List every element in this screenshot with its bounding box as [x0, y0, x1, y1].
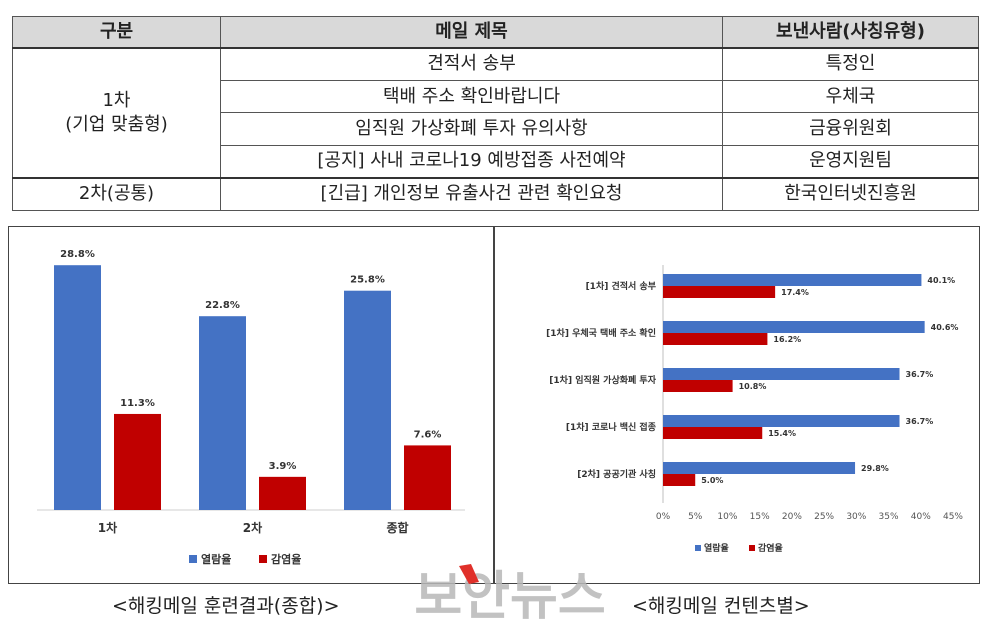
x-tick-label: 45%	[943, 512, 963, 522]
data-label: 3.9%	[269, 461, 297, 472]
bar-open-rate	[663, 274, 922, 286]
sender-cell: 우체국	[722, 80, 979, 114]
category-label: [1차] 견적서 송부	[586, 280, 656, 292]
x-tick-label: 0%	[656, 512, 671, 522]
mail-title-cell: 임직원 가상화폐 투자 유의사항	[220, 112, 723, 146]
bar-open-rate	[199, 316, 246, 510]
category-label: [2차] 공공기관 사칭	[577, 468, 656, 480]
data-label: 25.8%	[350, 275, 385, 286]
category-label: 2차	[243, 520, 262, 535]
sender-cell: 운영지원팀	[722, 144, 979, 179]
header-sender: 보낸사람(사칭유형)	[722, 16, 979, 49]
bar-open-rate	[663, 415, 900, 427]
bar-infection-rate	[404, 445, 451, 510]
group-1-label: 1차 (기업 맞춤형)	[12, 47, 221, 179]
x-tick-label: 15%	[750, 512, 770, 522]
table-row: 택배 주소 확인바랍니다 우체국	[13, 80, 979, 114]
data-label: 16.2%	[773, 335, 801, 344]
category-label: [1차] 코로나 백신 접종	[566, 421, 656, 433]
data-label: 28.8%	[60, 249, 95, 260]
bar-infection-rate	[663, 474, 696, 486]
data-label: 40.1%	[927, 276, 955, 285]
mail-title-cell: [공지] 사내 코로나19 예방접종 사전예약	[220, 144, 723, 179]
group-1-label-line1: 1차	[102, 89, 131, 111]
header-category: 구분	[12, 16, 221, 49]
data-label: 29.8%	[861, 464, 889, 473]
bar-infection-rate	[663, 286, 776, 298]
sender-cell: 특정인	[722, 47, 979, 82]
bar-open-rate	[663, 462, 856, 474]
data-label: 36.7%	[906, 417, 934, 426]
bar-infection-rate	[663, 333, 768, 345]
legend-swatch	[189, 555, 197, 563]
category-label: [1차] 임직원 가상화폐 투자	[549, 374, 656, 386]
sender-cell: 한국인터넷진흥원	[722, 176, 979, 211]
content-chart-panel: 40.1% 17.4% [1차] 견적서 송부 40.6% 16.2% [1차] 우체국 …	[494, 226, 980, 584]
caption-contents: <해킹메일 컨텐츠별>	[632, 595, 810, 617]
data-label: 11.3%	[120, 398, 155, 409]
bar-infection-rate	[114, 413, 161, 510]
legend-label: 열람율	[201, 553, 231, 566]
x-tick-label: 40%	[911, 512, 931, 522]
table-row: 임직원 가상화폐 투자 유의사항 금융위원회	[13, 112, 979, 146]
watermark-accent-mark	[459, 564, 479, 584]
category-label: [1차] 우체국 택배 주소 확인	[546, 327, 656, 339]
table-row: [공지] 사내 코로나19 예방접종 사전예약 운영지원팀	[13, 144, 979, 179]
mail-title-cell: 택배 주소 확인바랍니다	[220, 80, 723, 114]
legend-label: 열람율	[704, 542, 729, 554]
mail-title-cell: 견적서 송부	[220, 47, 723, 82]
data-label: 17.4%	[781, 288, 809, 297]
watermark-text: 보안뉴스	[414, 567, 605, 626]
sender-cell: 금융위원회	[722, 112, 979, 146]
bar-infection-rate	[259, 476, 306, 510]
phishing-mail-table: 구분 메일 제목 보낸사람(사칭유형) 1차 (기업 맞춤형) 견적서 송부 특…	[12, 16, 979, 211]
data-label: 5.0%	[701, 476, 723, 485]
table-row: 2차(공통) [긴급] 개인정보 유출사건 관련 확인요청 한국인터넷진흥원	[12, 176, 979, 211]
caption-summary: <해킹메일 훈련결과(종합)>	[112, 595, 340, 617]
x-tick-label: 25%	[814, 512, 834, 522]
group-2-label: 2차(공통)	[12, 176, 221, 211]
x-tick-label: 10%	[717, 512, 737, 522]
data-label: 40.6%	[931, 323, 959, 332]
data-label: 22.8%	[205, 300, 240, 311]
legend-label: 감염율	[758, 542, 783, 554]
category-label: 종합	[386, 520, 408, 535]
mail-title-cell: [긴급] 개인정보 유출사건 관련 확인요청	[220, 176, 723, 211]
x-tick-label: 35%	[879, 512, 899, 522]
data-label: 7.6%	[414, 429, 442, 440]
x-tick-label: 5%	[688, 512, 703, 522]
x-tick-label: 20%	[782, 512, 802, 522]
data-label: 15.4%	[768, 429, 796, 438]
legend-label: 감염율	[271, 552, 301, 566]
bar-open-rate	[344, 290, 391, 510]
bar-infection-rate	[663, 380, 733, 392]
header-mail-title: 메일 제목	[220, 16, 723, 49]
bar-open-rate	[663, 321, 925, 333]
legend-swatch	[259, 555, 267, 563]
table-header-row: 구분 메일 제목 보낸사람(사칭유형)	[12, 16, 979, 49]
table-row: 1차 (기업 맞춤형) 견적서 송부 특정인	[12, 47, 979, 179]
legend-swatch	[695, 545, 701, 551]
bar-infection-rate	[663, 427, 763, 439]
x-tick-label: 30%	[846, 512, 866, 522]
data-label: 10.8%	[739, 382, 767, 391]
bar-open-rate	[54, 265, 101, 510]
legend-swatch	[749, 545, 755, 551]
content-bar-chart: 40.1% 17.4% [1차] 견적서 송부 40.6% 16.2% [1차] 우체국 …	[546, 265, 963, 554]
category-label: 1차	[98, 520, 117, 535]
group-1-label-line2: (기업 맞춤형)	[65, 113, 168, 135]
bar-open-rate	[663, 368, 900, 380]
boannews-watermark-logo: 보안뉴스	[414, 564, 606, 626]
data-label: 36.7%	[906, 370, 934, 379]
